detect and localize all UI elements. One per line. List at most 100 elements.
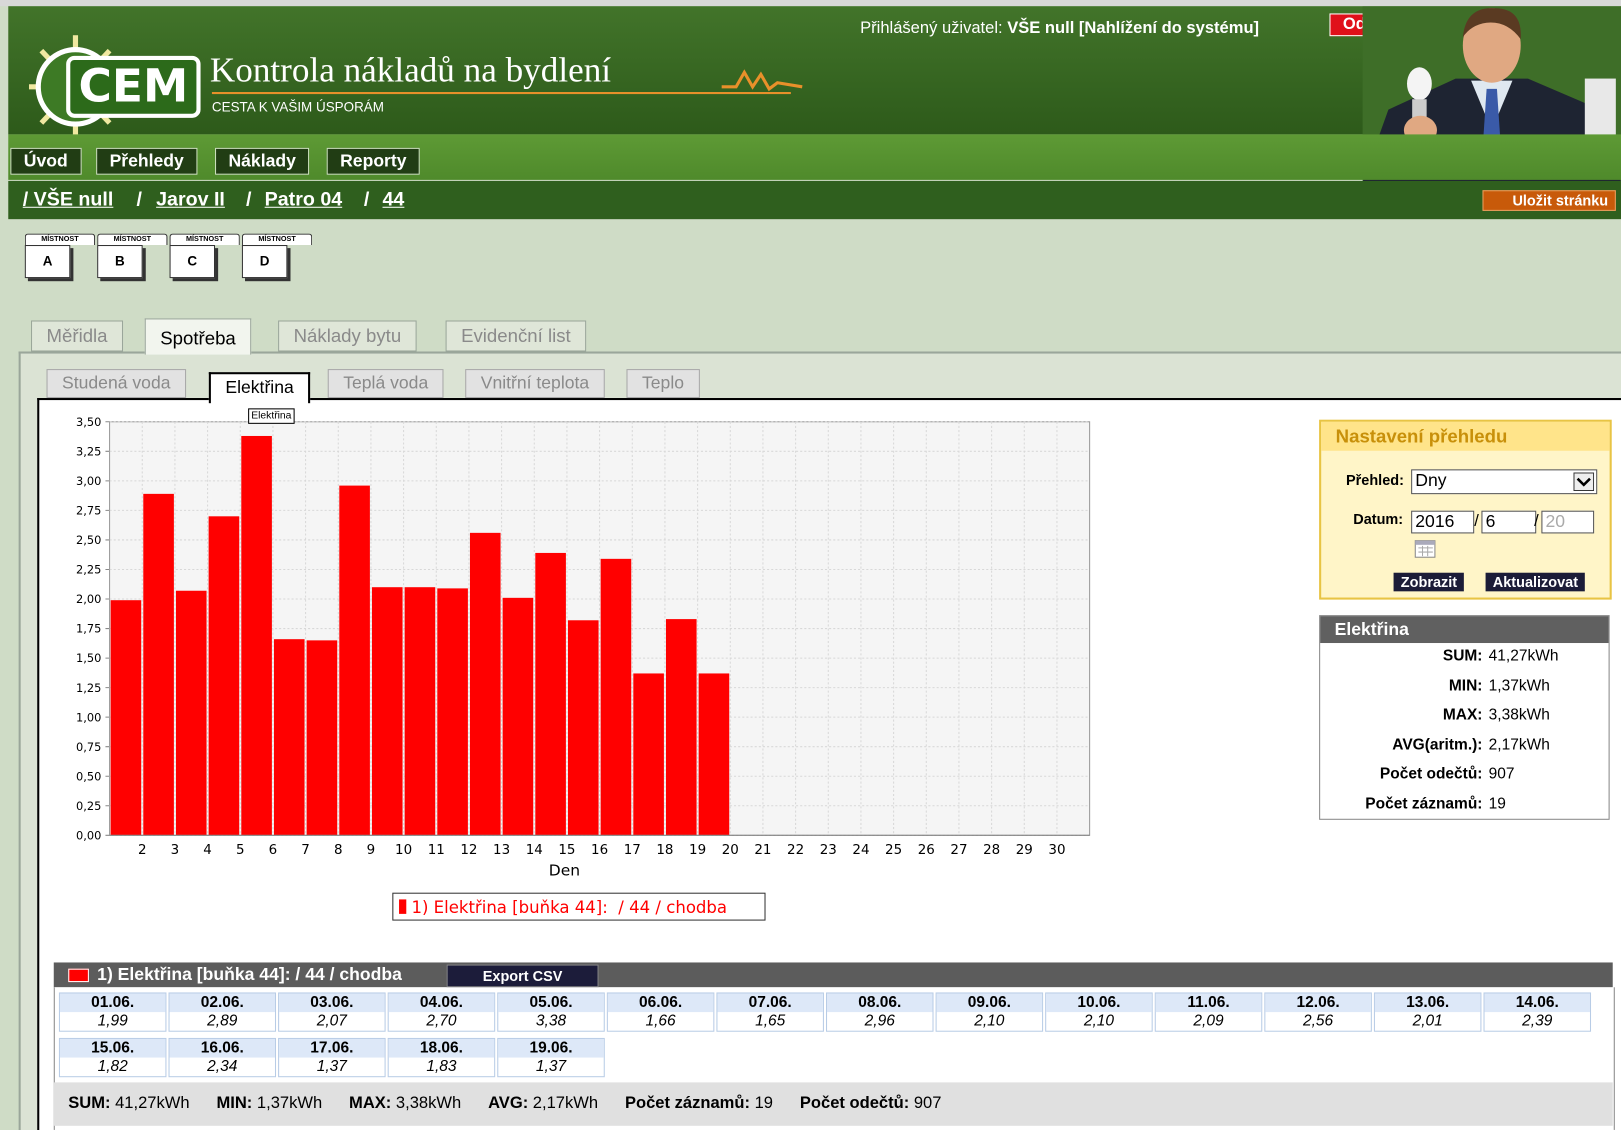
cell-date: 16.06. (169, 1038, 275, 1058)
y-tick-label: 0,75 (76, 740, 101, 754)
x-tick-label: 19 (689, 843, 706, 858)
cell-value: 2,70 (426, 1012, 457, 1030)
tooltip: Elektřina (248, 408, 295, 424)
table-cell: 08.06. 2,96 (826, 992, 934, 1032)
calendar-icon[interactable] (1414, 538, 1437, 559)
x-tick-label: 3 (171, 843, 180, 858)
table-cell: 01.06. 1,99 (58, 992, 167, 1032)
select-arrow (1573, 472, 1595, 492)
x-tick-label: 20 (722, 843, 739, 858)
tab[interactable]: Evidenční list (445, 320, 587, 352)
footer-value: 1,37kWh (256, 1094, 323, 1113)
year-input[interactable]: 2016 (1411, 510, 1475, 534)
bar (306, 640, 338, 836)
user-name: VŠE null [Nahlížení do systému] (1007, 19, 1260, 38)
x-tick-label: 8 (334, 843, 343, 858)
room-icon[interactable]: MÍSTNOST A (24, 233, 97, 282)
cell-value: 2,34 (207, 1057, 238, 1076)
x-axis-label: Den (549, 862, 580, 880)
cell-date: 08.06. (827, 993, 933, 1013)
bar (339, 485, 370, 836)
cell-date: 10.06. (1046, 993, 1152, 1013)
table-cell: 16.06. 2,34 (168, 1037, 277, 1078)
cell-date: 07.06. (717, 993, 823, 1013)
y-tick-label: 3,50 (76, 415, 101, 429)
day-input[interactable]: 20 (1541, 510, 1595, 534)
export-button[interactable]: Export CSV (446, 964, 599, 988)
cell-value: 3,38 (535, 1012, 567, 1030)
stats-label: MIN: (1448, 676, 1483, 695)
chart: 0,00 0,25 0,50 0,75 1,00 1,25 1,50 1,75 2,00 2,25… (76, 415, 1091, 921)
footer-value: 41,27kWh (115, 1094, 190, 1113)
overview-select[interactable]: Dny (1411, 469, 1598, 495)
y-tick-label: 1,00 (76, 710, 101, 724)
y-tick-label: 0,00 (76, 828, 101, 842)
nav-button[interactable]: Reporty (326, 147, 420, 175)
subtab[interactable]: Teplá voda (327, 369, 444, 399)
y-tick-label: 0,50 (76, 769, 101, 783)
breadcrumb-link[interactable]: 44 (382, 189, 405, 211)
breadcrumb-link[interactable]: / VŠE null (22, 189, 114, 211)
room-letter: D (241, 245, 288, 279)
room-icon[interactable]: MÍSTNOST D (241, 233, 314, 282)
bar (665, 619, 697, 836)
show-button[interactable]: Zobrazit (1393, 572, 1465, 592)
cell-value: 1,65 (755, 1012, 786, 1030)
footer-value: 2,17kWh (532, 1094, 599, 1113)
user-label: Přihlášený uživatel: (860, 19, 1003, 38)
cell-value: 1,82 (97, 1057, 128, 1076)
stats-title: Elektřina (1320, 616, 1609, 644)
month-input[interactable]: 6 (1481, 510, 1537, 534)
nav-button[interactable]: Náklady (215, 147, 310, 175)
breadcrumb-separator: / (246, 189, 252, 211)
tab[interactable]: Spotřeba (144, 318, 252, 355)
stats-value: 19 (1488, 794, 1506, 813)
x-tick-label: 10 (395, 843, 412, 858)
x-tick-label: 11 (428, 843, 445, 858)
tab[interactable]: Náklady bytu (278, 320, 417, 352)
bar (110, 600, 142, 836)
x-tick-label: 6 (269, 843, 278, 858)
table-cell: 07.06. 1,65 (716, 992, 824, 1032)
room-icon[interactable]: MÍSTNOST C (169, 233, 242, 282)
save-button[interactable]: Uložit stránku (1482, 190, 1616, 211)
table-footer: SUM: 41,27kWh MIN: 1,37kWh MAX: 3,38kWh AVG… (53, 1082, 1613, 1126)
room-label: MÍSTNOST (97, 233, 168, 246)
update-button[interactable]: Aktualizovat (1485, 572, 1586, 592)
subtab[interactable]: Studená voda (46, 369, 187, 399)
nav-button[interactable]: Přehledy (96, 147, 198, 175)
bar (469, 532, 501, 836)
table-cell: 17.06. 1,37 (278, 1037, 386, 1078)
subtab[interactable]: Vnitřní teplota (465, 369, 605, 399)
overview-value: Dny (1415, 470, 1447, 491)
subtab[interactable]: Teplo (626, 369, 700, 399)
breadcrumb-link[interactable]: Patro 04 (264, 189, 343, 211)
subtab[interactable]: Elektřina (208, 372, 311, 404)
room-label: MÍSTNOST (169, 233, 240, 246)
breadcrumb-link[interactable]: Jarov II (156, 189, 225, 211)
room-icon[interactable]: MÍSTNOST B (97, 233, 169, 282)
tab[interactable]: Měřidla (31, 320, 124, 352)
stats-label: Počet odečtů: (1379, 765, 1483, 783)
bar (241, 435, 272, 836)
cell-date: 04.06. (388, 993, 495, 1013)
bar (143, 493, 174, 836)
bar (567, 620, 599, 836)
y-tick-label: 1,25 (76, 681, 101, 695)
table-cell: 13.06. 2,01 (1373, 992, 1482, 1032)
table-cell: 09.06. 2,10 (935, 992, 1044, 1032)
stats-row: MIN: 1,37kWh (1320, 677, 1608, 700)
cell-value: 1,99 (97, 1012, 128, 1030)
nav-button[interactable]: Úvod (10, 147, 82, 175)
x-tick-label: 12 (460, 843, 477, 858)
date-separator: / (1534, 512, 1539, 531)
table-cell: 14.06. 2,39 (1483, 992, 1592, 1032)
table-cell: 19.06. 1,37 (497, 1037, 605, 1078)
table-cell: 06.06. 1,66 (606, 992, 715, 1032)
y-tick-label: 2,25 (76, 563, 101, 577)
overview-label: Přehled: (1346, 471, 1404, 488)
bar (600, 558, 632, 836)
stats-label: MAX: (1442, 706, 1483, 724)
cell-value: 2,89 (207, 1012, 238, 1030)
